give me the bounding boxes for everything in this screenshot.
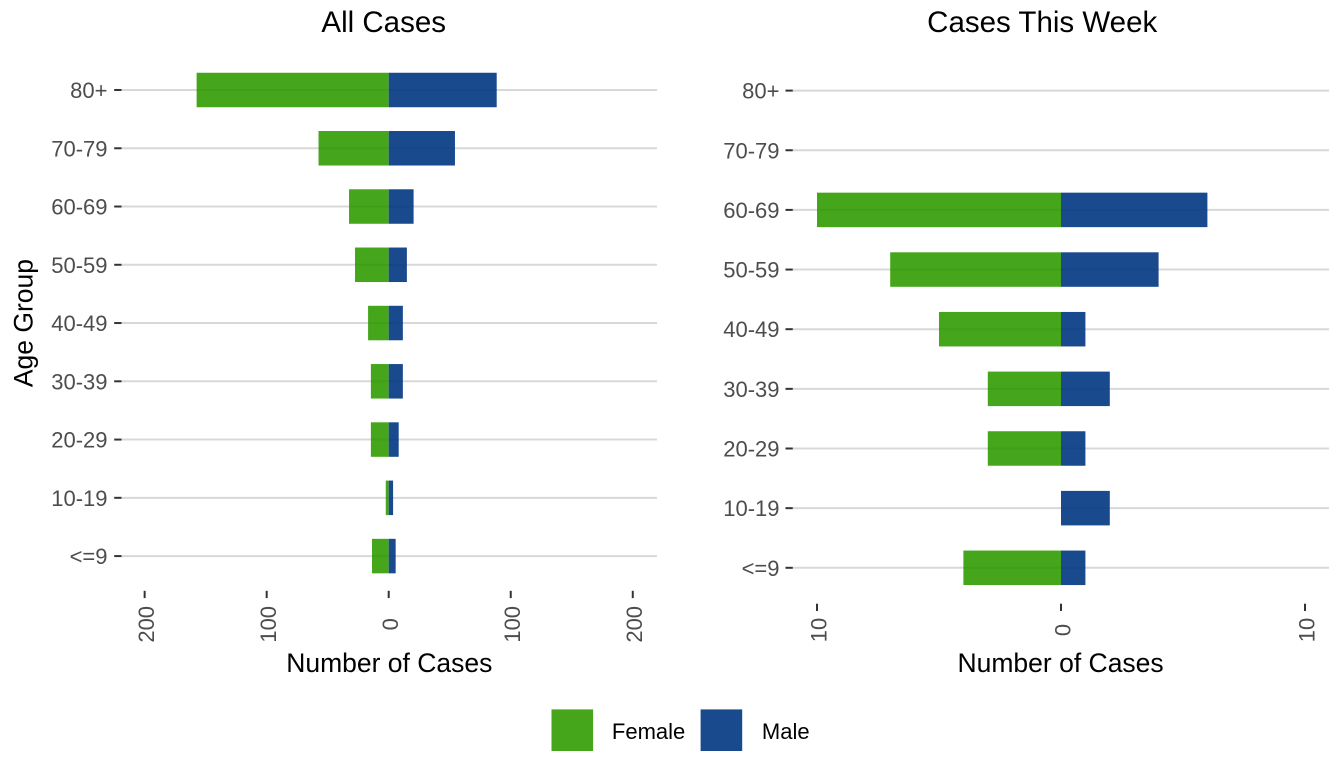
- svg-text:40-49: 40-49: [51, 311, 107, 336]
- svg-text:10: 10: [806, 618, 831, 642]
- svg-text:60-69: 60-69: [51, 195, 107, 220]
- svg-text:200: 200: [622, 606, 647, 643]
- svg-text:20-29: 20-29: [723, 437, 779, 462]
- svg-text:All Cases: All Cases: [321, 6, 446, 39]
- svg-text:100: 100: [256, 606, 281, 643]
- svg-text:30-39: 30-39: [723, 377, 779, 402]
- svg-text:100: 100: [500, 606, 525, 643]
- svg-text:0: 0: [1050, 624, 1075, 636]
- svg-text:50-59: 50-59: [51, 253, 107, 278]
- svg-text:0: 0: [378, 618, 403, 630]
- svg-text:Cases This Week: Cases This Week: [927, 6, 1157, 39]
- svg-text:80+: 80+: [742, 79, 779, 104]
- svg-text:Number of Cases: Number of Cases: [286, 648, 492, 678]
- svg-text:80+: 80+: [70, 78, 107, 103]
- svg-text:Male: Male: [762, 719, 810, 744]
- svg-text:60-69: 60-69: [723, 198, 779, 223]
- svg-text:20-29: 20-29: [51, 428, 107, 453]
- svg-text:10-19: 10-19: [51, 486, 107, 511]
- svg-text:70-79: 70-79: [723, 138, 779, 163]
- svg-text:<=9: <=9: [70, 544, 108, 569]
- svg-text:40-49: 40-49: [723, 317, 779, 342]
- svg-text:Number of Cases: Number of Cases: [957, 648, 1163, 678]
- svg-text:10-19: 10-19: [723, 496, 779, 521]
- svg-text:50-59: 50-59: [723, 258, 779, 283]
- svg-text:<=9: <=9: [742, 556, 780, 581]
- svg-text:Age Group: Age Group: [9, 259, 39, 387]
- svg-text:10: 10: [1294, 618, 1319, 642]
- svg-text:30-39: 30-39: [51, 369, 107, 394]
- svg-text:200: 200: [134, 606, 159, 643]
- svg-text:70-79: 70-79: [51, 136, 107, 161]
- svg-text:Female: Female: [612, 719, 685, 744]
